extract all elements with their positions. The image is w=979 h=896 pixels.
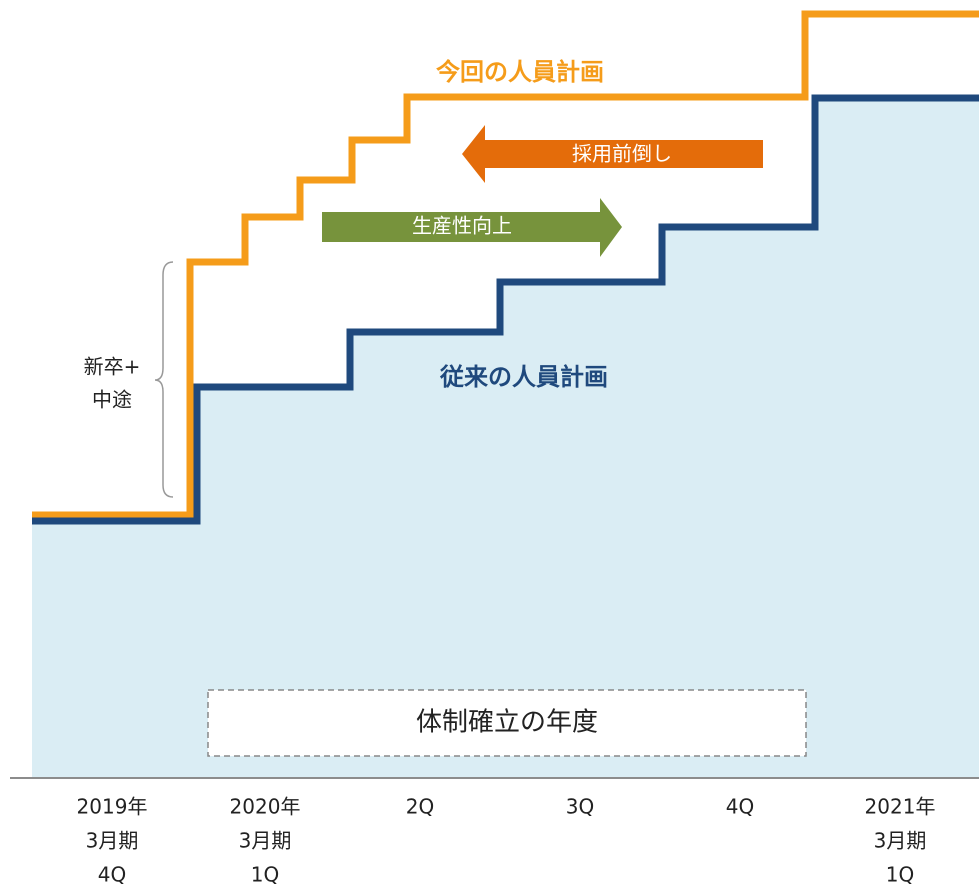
x-label: 3月期	[239, 829, 292, 853]
x-label: 2020年	[230, 795, 301, 819]
old-plan-label: 従来の人員計画	[439, 363, 608, 391]
target-label: 体制確立の年度	[416, 708, 598, 738]
old-plan-line	[32, 94, 979, 525]
x-label: 3月期	[86, 829, 139, 853]
hires-label: 新卒+	[84, 355, 141, 379]
x-label: 3Q	[566, 795, 594, 819]
productivity-arrow	[322, 198, 622, 257]
new-plan-line	[32, 10, 979, 519]
advance-arrow	[462, 125, 763, 183]
hires-label: 中途	[92, 388, 132, 412]
x-label: 4Q	[726, 795, 754, 819]
x-label: 2Q	[406, 795, 434, 819]
x-label: 4Q	[98, 863, 126, 887]
productivity-label: 生産性向上	[412, 214, 512, 238]
x-label: 1Q	[886, 863, 914, 887]
old-plan-area	[32, 98, 979, 778]
target-box	[207, 689, 807, 757]
x-label: 1Q	[251, 863, 279, 887]
advance-label: 採用前倒し	[572, 142, 672, 166]
x-label: 2021年	[865, 795, 936, 819]
x-label: 2019年	[77, 795, 148, 819]
x-label: 3月期	[874, 829, 927, 853]
brace	[154, 261, 174, 498]
new-plan-label: 今回の人員計画	[436, 58, 604, 86]
